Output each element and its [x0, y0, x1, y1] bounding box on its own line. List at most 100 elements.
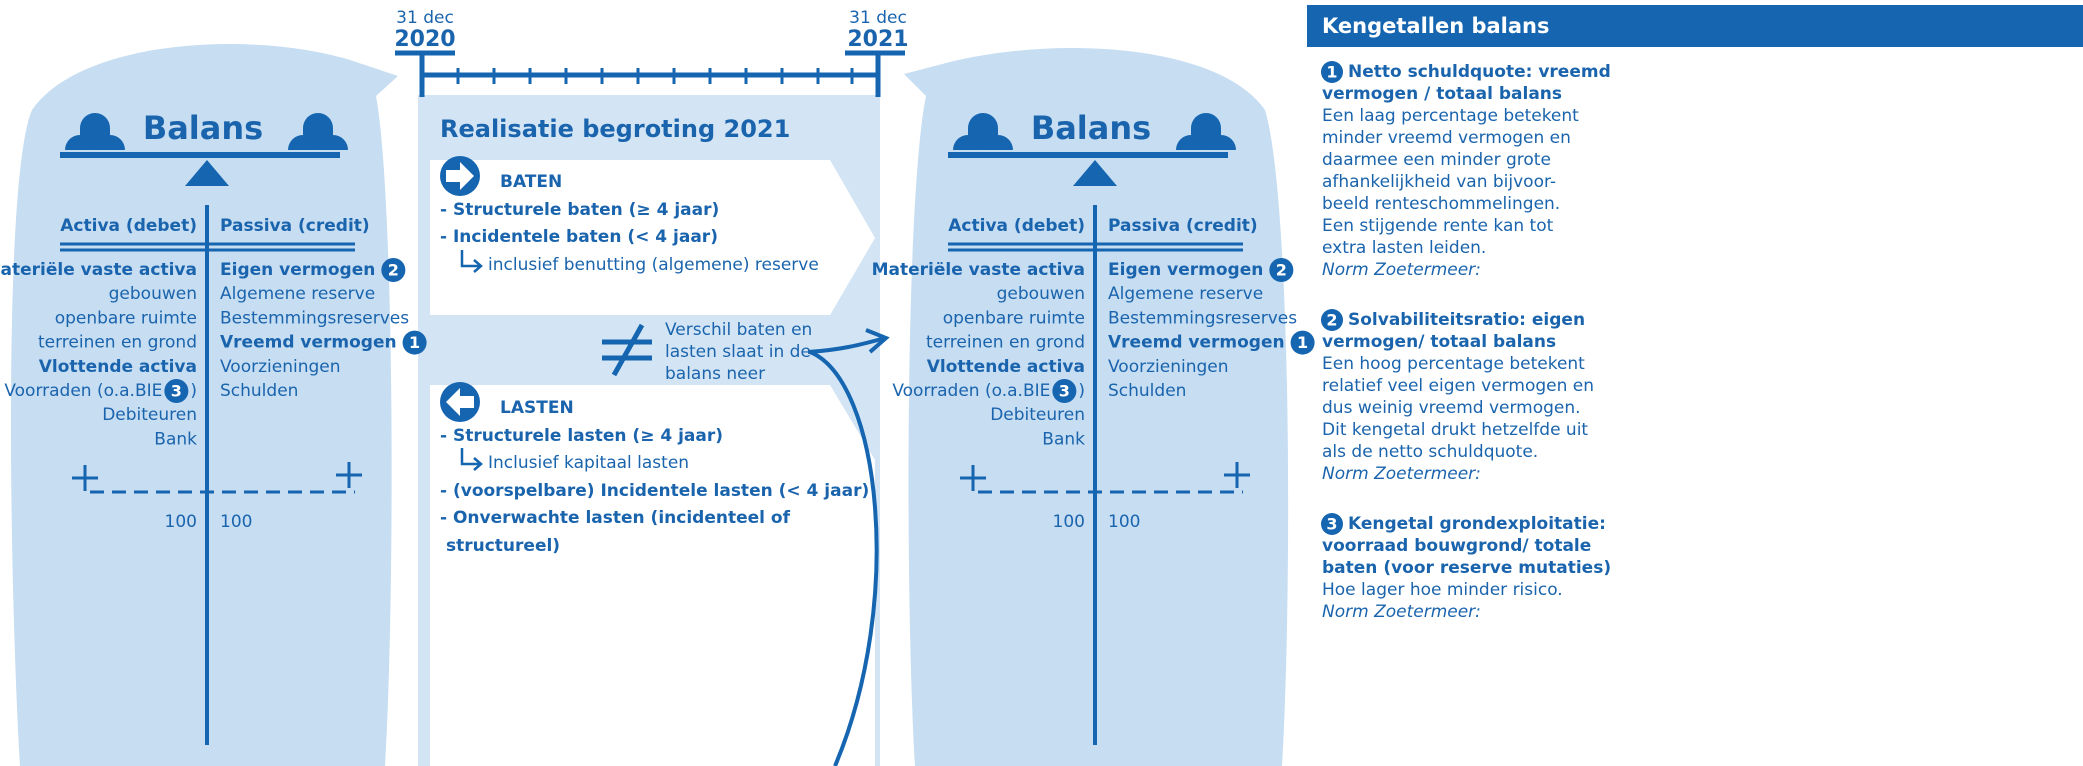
passiva-item: Eigen vermogen: [1108, 260, 1263, 280]
balance-title: Balans: [143, 109, 263, 147]
badge-number: 3: [171, 382, 182, 401]
note-line: lasten slaat in de: [665, 342, 811, 362]
lasten-item: - Onverwachte lasten (incidenteel of: [440, 508, 791, 528]
sidebar: Kengetallen balans Netto schuldquote: vre…: [1322, 14, 1611, 622]
passiva-item: Bestemmingsreserves: [1108, 308, 1297, 328]
passiva-item: Schulden: [1108, 381, 1186, 401]
passiva-item: Vreemd vermogen: [220, 333, 397, 353]
activa-item: gebouwen: [997, 284, 1085, 304]
passiva-item: Voorzieningen: [220, 357, 341, 377]
item-body: daarmee een minder grote: [1322, 150, 1551, 170]
badge: [1321, 309, 1343, 331]
passiva-item: Eigen vermogen: [220, 260, 375, 280]
passiva-item: Schulden: [220, 381, 298, 401]
item-body: beeld renteschommelingen.: [1322, 194, 1560, 214]
item-body: Hoe lager hoe minder risico.: [1322, 580, 1563, 600]
activa-item: Vlottende activa: [927, 357, 1085, 377]
activa-item: terreinen en grond: [38, 333, 197, 353]
scale-beam: [60, 152, 340, 158]
badge-number: 2: [1276, 261, 1287, 280]
note-line: Verschil baten en: [665, 320, 812, 340]
item-body: minder vreemd vermogen en: [1322, 128, 1571, 148]
item-body: als de netto schuldquote.: [1322, 442, 1538, 462]
activa-item: Debiteuren: [990, 405, 1085, 425]
item-body: dus weinig vreemd vermogen.: [1322, 398, 1581, 418]
balance-title: Balans: [1031, 109, 1151, 147]
side-header: [1307, 5, 2083, 47]
baten-item: - Structurele baten (≥ 4 jaar): [440, 200, 719, 220]
left-bubble: [10, 44, 398, 766]
passiva-item: Bestemmingsreserves: [220, 308, 409, 328]
item-body: afhankelijkheid van bijvoor-: [1322, 172, 1556, 192]
section-title: Realisatie begroting 2021: [440, 115, 790, 143]
baten-icon: [440, 156, 480, 196]
activa-item: Voorraden (o.a.BIE: [4, 381, 162, 401]
badge: [381, 258, 406, 282]
weights: [288, 113, 348, 150]
baten-item: - Incidentele baten (< 4 jaar): [440, 227, 718, 247]
activa-item: gebouwen: [109, 284, 197, 304]
badge-number: 1: [1297, 333, 1308, 352]
lasten-sub: Inclusief kapitaal lasten: [488, 453, 689, 473]
activa-item: Voorraden (o.a.BIE: [892, 381, 1050, 401]
passiva-item: Algemene reserve: [1108, 284, 1263, 304]
scale-stand: [1073, 160, 1117, 186]
item-heading: vermogen / totaal balans: [1322, 84, 1562, 104]
item-body: relatief veel eigen vermogen en: [1322, 376, 1594, 396]
activa-item: Vlottende activa: [39, 357, 197, 377]
scale-stand: [185, 160, 229, 186]
badge: [1052, 379, 1077, 403]
activa-item: Bank: [1042, 429, 1085, 449]
item-body: extra lasten leiden.: [1322, 238, 1486, 258]
item-heading: Kengetal grondexploitatie:: [1348, 514, 1606, 534]
badge: [1290, 330, 1315, 355]
item-body: Een stijgende rente kan tot: [1322, 216, 1554, 236]
item-heading: vermogen/ totaal balans: [1322, 332, 1556, 352]
passiva-total: 100: [220, 512, 252, 532]
date-day: 31 dec: [396, 8, 454, 28]
item-body: Een hoog percentage betekent: [1322, 354, 1585, 374]
activa-header: Activa (debet): [948, 216, 1085, 236]
weights: [65, 113, 125, 150]
badge-number: 3: [1059, 382, 1070, 401]
item-norm: Norm Zoetermeer:: [1322, 602, 1481, 622]
baten-arrow: [430, 160, 875, 315]
badge: [1269, 258, 1294, 282]
badge-number: 1: [1326, 63, 1337, 82]
badge: [402, 330, 427, 355]
connector-arrow: [807, 328, 890, 766]
activa-item: Materiële vaste activa: [0, 260, 197, 280]
activa-total: 100: [1053, 512, 1085, 532]
passiva-header: Passiva (credit): [220, 216, 370, 236]
activa-total: 100: [165, 512, 197, 532]
date-year: 2020: [394, 27, 455, 52]
activa-header: Activa (debet): [60, 216, 197, 236]
passiva-total: 100: [1108, 512, 1140, 532]
passiva-item: Algemene reserve: [220, 284, 375, 304]
activa-item: terreinen en grond: [926, 333, 1085, 353]
badge: [164, 379, 189, 403]
baten-heading: BATEN: [500, 172, 562, 192]
date-day: 31 dec: [849, 8, 907, 28]
weights: [1176, 113, 1236, 150]
passiva-item: Vreemd vermogen: [1108, 333, 1285, 353]
badge-number: 2: [1326, 311, 1337, 330]
item-norm: Norm Zoetermeer:: [1322, 464, 1481, 484]
activa-item: openbare ruimte: [55, 308, 197, 328]
lasten-icon: [440, 382, 480, 422]
badge: [1321, 61, 1343, 83]
sub-arrow: [460, 448, 483, 471]
item-heading: baten (voor reserve mutaties): [1322, 558, 1611, 578]
passiva-header: Passiva (credit): [1108, 216, 1258, 236]
passiva-item: Voorzieningen: [1108, 357, 1229, 377]
lasten-item: structureel): [446, 536, 560, 556]
plus-sign: [72, 462, 362, 491]
lasten-item: - Structurele lasten (≥ 4 jaar): [440, 426, 723, 446]
date-year: 2021: [847, 27, 908, 52]
activa-item: ): [1078, 381, 1085, 401]
weights: [953, 113, 1013, 150]
item-body: Dit kengetal drukt hetzelfde uit: [1322, 420, 1588, 440]
note-line: balans neer: [665, 364, 765, 384]
badge-number: 3: [1326, 515, 1337, 534]
plus-sign: [960, 462, 1250, 491]
